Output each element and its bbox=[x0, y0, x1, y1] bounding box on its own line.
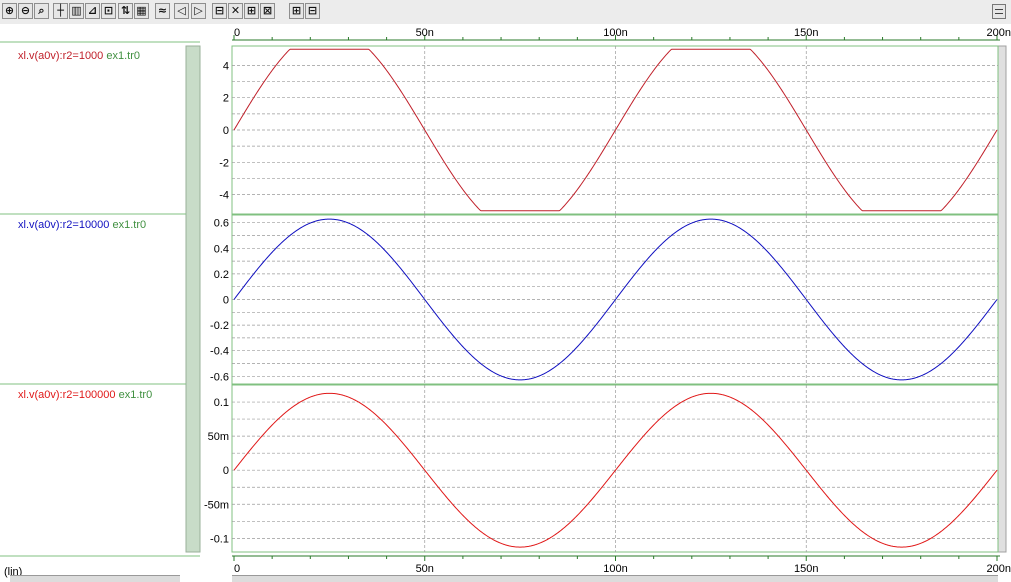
y-tick-label: -50m bbox=[204, 499, 229, 511]
x-tick-label-top: 200n bbox=[987, 27, 1011, 39]
y-tick-label: 0 bbox=[223, 295, 229, 307]
y-tick-label: 50m bbox=[208, 431, 229, 443]
x-tick-label-top: 150n bbox=[794, 27, 818, 39]
y-tick-label: 0 bbox=[223, 465, 229, 477]
trace-line-1 bbox=[233, 48, 998, 212]
y-tick-label: -0.4 bbox=[210, 346, 229, 358]
x-tick-label-top: 0 bbox=[234, 27, 240, 39]
series-label-3: xl.v(a0v):r2=100000 ex1.tr0 bbox=[18, 389, 152, 401]
y-tick-label: -0.2 bbox=[210, 320, 229, 332]
source-file-label: ex1.tr0 bbox=[116, 389, 153, 401]
toolbar-button-9[interactable]: ≈ bbox=[155, 3, 170, 19]
toolbar-button-6[interactable]: ⊡ bbox=[101, 3, 116, 19]
splitter-bar bbox=[185, 45, 201, 553]
label-scrollbar[interactable] bbox=[10, 575, 180, 582]
y-tick-label: -0.1 bbox=[210, 533, 229, 545]
y-tick-label: -4 bbox=[219, 190, 229, 202]
toolbar-button-15[interactable]: ⊠ bbox=[260, 3, 275, 19]
toolbar-button-0[interactable]: ⊕ bbox=[2, 3, 17, 19]
toolbar-button-5[interactable]: ⊿ bbox=[85, 3, 100, 19]
toolbar-button-16[interactable]: ⊞ bbox=[289, 3, 304, 19]
x-tick-label-top: 100n bbox=[603, 27, 627, 39]
toolbar: ⊕ ⊖ ⌕ ┼ ▥ ⊿ ⊡ ⇅ ▦ ≈ ◁ ▷ ⊟ ✕ ⊞ ⊠ ⊞ ⊟ bbox=[0, 0, 1011, 24]
x-tick-label-top: 50n bbox=[416, 27, 434, 39]
toolbar-button-10[interactable]: ◁ bbox=[174, 3, 189, 19]
panel-frame-3 bbox=[231, 384, 999, 553]
x-tick-label-bottom: 150n bbox=[794, 563, 818, 575]
toolbar-button-7[interactable]: ⇅ bbox=[118, 3, 133, 19]
y-tick-label: 0.1 bbox=[214, 397, 229, 409]
x-tick-label-bottom: 200n bbox=[987, 563, 1011, 575]
trace-line-3 bbox=[233, 392, 998, 548]
series-label-1: xl.v(a0v):r2=1000 ex1.tr0 bbox=[18, 50, 140, 62]
x-tick-label-bottom: 0 bbox=[234, 563, 240, 575]
x-tick-label-bottom: 100n bbox=[603, 563, 627, 575]
x-scrollbar[interactable] bbox=[232, 575, 998, 582]
y-tick-label: 2 bbox=[223, 93, 229, 105]
toolbar-button-2[interactable]: ⌕ bbox=[34, 3, 49, 19]
toolbar-button-17[interactable]: ⊟ bbox=[305, 3, 320, 19]
y-tick-label: 0.2 bbox=[214, 269, 229, 281]
toolbar-button-14[interactable]: ⊞ bbox=[244, 3, 259, 19]
panel-menu-icon[interactable] bbox=[992, 4, 1006, 19]
right-scroll-strip bbox=[997, 45, 1007, 553]
toolbar-button-11[interactable]: ▷ bbox=[191, 3, 206, 19]
source-file-label: ex1.tr0 bbox=[103, 50, 140, 62]
y-tick-label: -2 bbox=[219, 157, 229, 169]
y-tick-label: 0.6 bbox=[214, 218, 229, 230]
trace-line-2 bbox=[233, 218, 998, 381]
y-tick-label: 0.4 bbox=[214, 243, 229, 255]
x-tick-label-bottom: 50n bbox=[416, 563, 434, 575]
toolbar-button-8[interactable]: ▦ bbox=[134, 3, 149, 19]
source-file-label: ex1.tr0 bbox=[109, 219, 146, 231]
series-label-2: xl.v(a0v):r2=10000 ex1.tr0 bbox=[18, 219, 146, 231]
toolbar-button-3[interactable]: ┼ bbox=[53, 3, 68, 19]
toolbar-button-4[interactable]: ▥ bbox=[69, 3, 84, 19]
y-tick-label: 4 bbox=[223, 60, 229, 72]
toolbar-button-13[interactable]: ✕ bbox=[228, 3, 243, 19]
y-tick-label: 0 bbox=[223, 125, 229, 137]
toolbar-button-1[interactable]: ⊖ bbox=[18, 3, 33, 19]
y-tick-label: -0.6 bbox=[210, 371, 229, 383]
toolbar-button-12[interactable]: ⊟ bbox=[212, 3, 227, 19]
